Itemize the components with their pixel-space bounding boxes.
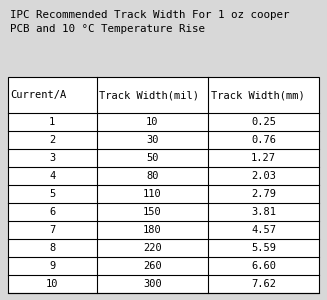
Text: 1: 1 <box>49 117 56 127</box>
Text: 260: 260 <box>143 261 162 271</box>
Text: 5.59: 5.59 <box>251 243 276 253</box>
Text: 2.03: 2.03 <box>251 171 276 181</box>
Text: 8: 8 <box>49 243 56 253</box>
Text: 10: 10 <box>146 117 159 127</box>
Text: 4.57: 4.57 <box>251 225 276 235</box>
Text: 150: 150 <box>143 207 162 217</box>
Text: 0.76: 0.76 <box>251 135 276 145</box>
Text: 30: 30 <box>146 135 159 145</box>
Text: Track Width(mil): Track Width(mil) <box>99 90 199 100</box>
Text: 7: 7 <box>49 225 56 235</box>
Text: 6: 6 <box>49 207 56 217</box>
Text: 3: 3 <box>49 153 56 163</box>
Text: 220: 220 <box>143 243 162 253</box>
Text: 50: 50 <box>146 153 159 163</box>
Text: 80: 80 <box>146 171 159 181</box>
Text: 300: 300 <box>143 279 162 289</box>
Text: 180: 180 <box>143 225 162 235</box>
Text: 110: 110 <box>143 189 162 199</box>
Text: Current/A: Current/A <box>10 90 67 100</box>
Text: 2: 2 <box>49 135 56 145</box>
Text: 9: 9 <box>49 261 56 271</box>
Text: 2.79: 2.79 <box>251 189 276 199</box>
Text: 1.27: 1.27 <box>251 153 276 163</box>
Text: IPC Recommended Track Width For 1 oz cooper
PCB and 10 °C Temperature Rise: IPC Recommended Track Width For 1 oz coo… <box>10 10 289 34</box>
Text: 7.62: 7.62 <box>251 279 276 289</box>
Text: Track Width(mm): Track Width(mm) <box>211 90 304 100</box>
Text: 0.25: 0.25 <box>251 117 276 127</box>
Text: 4: 4 <box>49 171 56 181</box>
Text: 6.60: 6.60 <box>251 261 276 271</box>
Text: 10: 10 <box>46 279 59 289</box>
Text: 5: 5 <box>49 189 56 199</box>
Text: 3.81: 3.81 <box>251 207 276 217</box>
